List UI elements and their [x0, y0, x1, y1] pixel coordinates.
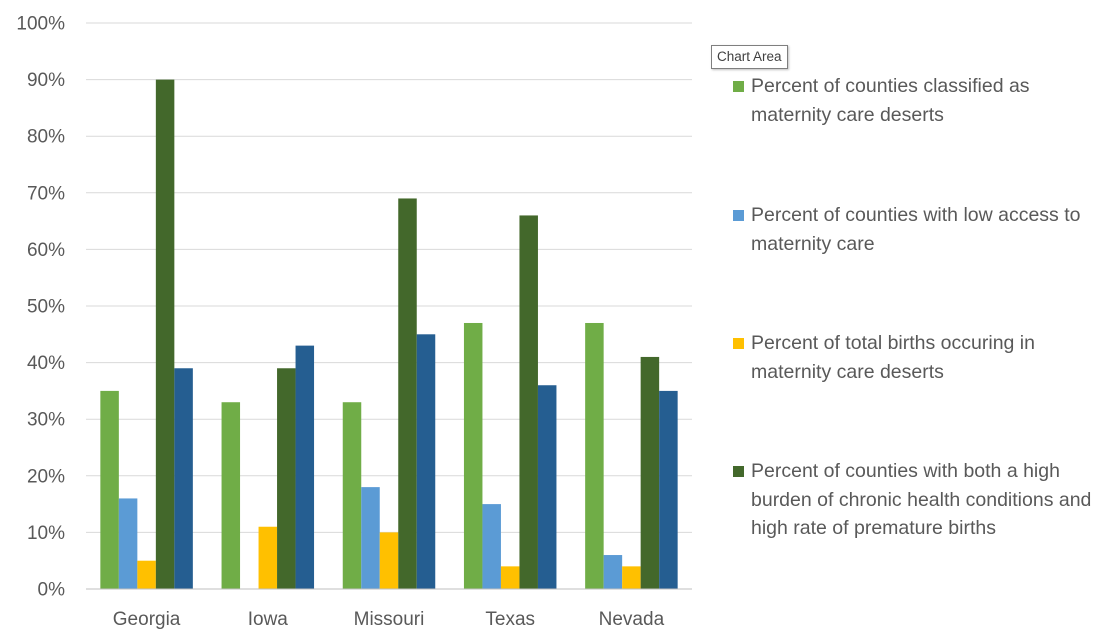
y-tick-label: 10%	[27, 523, 65, 544]
x-axis-tick-labels: Georgia Iowa Missouri Texas Nevada	[113, 609, 665, 630]
bar[interactable]	[659, 390, 678, 589]
x-tick-label: Georgia	[113, 609, 181, 630]
chart-area-tooltip: Chart Area	[711, 45, 788, 69]
legend-swatch	[733, 466, 744, 477]
bar[interactable]	[100, 390, 119, 589]
bar[interactable]	[398, 198, 417, 589]
bar[interactable]	[500, 566, 520, 589]
bar[interactable]	[342, 402, 362, 589]
y-tick-label: 0%	[38, 580, 66, 601]
bar[interactable]	[118, 498, 138, 589]
bar[interactable]	[379, 532, 399, 589]
bar[interactable]	[137, 560, 156, 589]
legend-swatch	[733, 338, 744, 349]
bar[interactable]	[155, 79, 175, 589]
y-tick-label: 90%	[27, 70, 65, 91]
legend-item-births-in-deserts[interactable]: Percent of total births occuring in mate…	[733, 329, 1096, 386]
bar[interactable]	[174, 368, 193, 589]
legend-item-maternity-care-deserts[interactable]: Percent of counties classified as matern…	[733, 72, 1096, 129]
bar[interactable]	[640, 356, 660, 589]
bar[interactable]	[585, 322, 604, 589]
legend-item-chronic-health-premature-births[interactable]: Percent of counties with both a high bur…	[733, 457, 1096, 543]
legend-label: Percent of counties with low access to m…	[751, 204, 1081, 255]
y-tick-label: 50%	[27, 297, 65, 318]
bar[interactable]	[603, 555, 623, 589]
legend-swatch	[733, 81, 744, 92]
y-tick-label: 70%	[27, 183, 65, 204]
y-tick-label: 40%	[27, 353, 65, 374]
bar[interactable]	[277, 368, 296, 589]
bar[interactable]	[361, 487, 380, 589]
bar[interactable]	[416, 334, 436, 589]
bar[interactable]	[622, 566, 641, 589]
bar[interactable]	[258, 526, 278, 589]
legend-swatch	[733, 210, 744, 221]
bars	[100, 79, 678, 589]
y-axis-tick-labels: 0% 10% 20% 30% 40% 50% 60% 70% 80% 90% 100%	[16, 14, 65, 601]
x-tick-label: Missouri	[354, 609, 425, 630]
x-tick-label: Iowa	[248, 609, 289, 630]
y-tick-label: 60%	[27, 240, 65, 261]
legend-item-low-access[interactable]: Percent of counties with low access to m…	[733, 201, 1096, 258]
legend-label: Percent of counties classified as matern…	[751, 75, 1030, 126]
y-tick-label: 100%	[16, 14, 65, 35]
y-tick-label: 30%	[27, 410, 65, 431]
y-tick-label: 80%	[27, 127, 65, 148]
bar[interactable]	[519, 215, 538, 589]
bar[interactable]	[482, 504, 501, 589]
legend-label: Percent of counties with both a high bur…	[751, 460, 1092, 539]
bar[interactable]	[463, 322, 483, 589]
legend-label: Percent of total births occuring in mate…	[751, 332, 1035, 383]
bar[interactable]	[537, 385, 557, 589]
x-tick-label: Texas	[485, 609, 535, 630]
bar[interactable]	[295, 345, 315, 589]
y-tick-label: 20%	[27, 466, 65, 487]
bar[interactable]	[221, 402, 241, 589]
x-tick-label: Nevada	[599, 609, 665, 630]
